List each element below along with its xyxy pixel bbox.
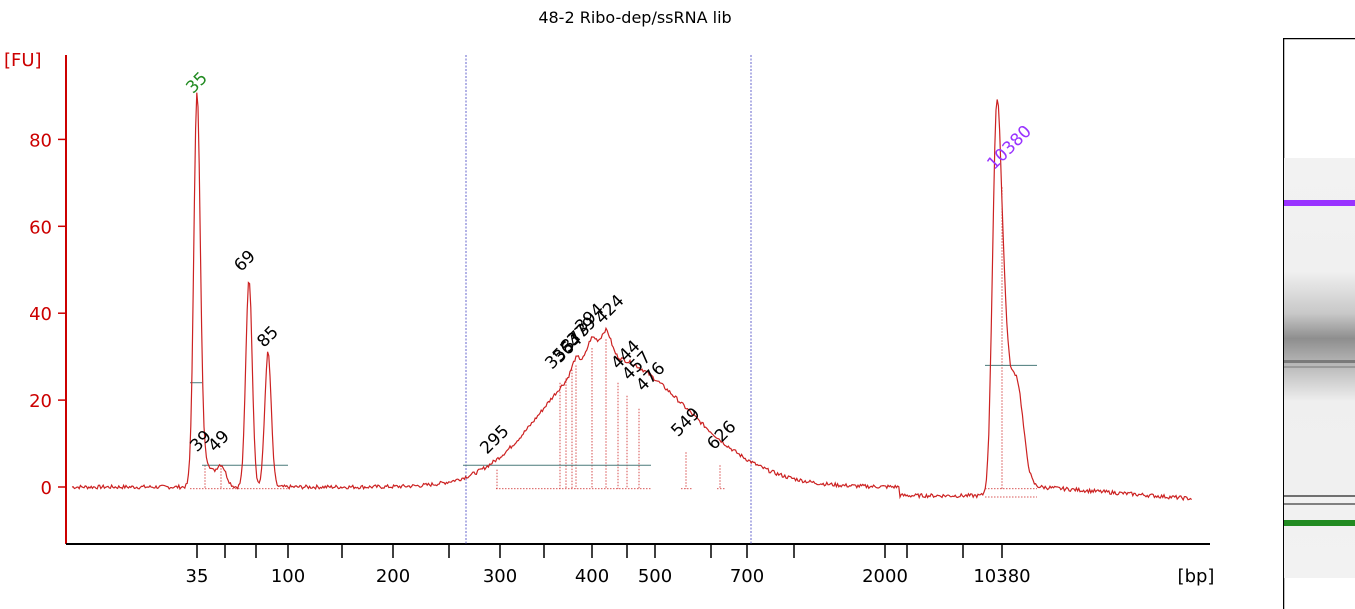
y-tick-label: 20: [29, 391, 52, 412]
chart-title: 48-2 Ribo-dep/ssRNA lib: [538, 8, 732, 27]
peak-label: 295: [476, 421, 513, 458]
gel-band-library-2: [1284, 366, 1355, 368]
fluorescence-trace: [71, 92, 1193, 502]
x-tick-label: 10380: [973, 566, 1030, 587]
x-tick-label: 400: [575, 566, 609, 587]
y-tick-label: 60: [29, 217, 52, 238]
peak-drop-lines: [190, 187, 1037, 498]
electropherogram-chart: 0 20 40 60 80 [FU] 35 100 200 300 400 500 700 2000 103…: [4, 50, 1214, 587]
peak-label: 35: [182, 68, 211, 97]
peak-label: 49: [204, 427, 233, 456]
gel-band-lower-marker: [1284, 520, 1355, 526]
virtual-gel-lane: [1283, 38, 1355, 609]
x-tick-label: 100: [271, 566, 305, 587]
gel-band-small-2: [1284, 503, 1355, 505]
peak-label: 549: [667, 404, 704, 441]
x-tick-label: 700: [730, 566, 764, 587]
y-axis-label: [FU]: [4, 50, 42, 71]
x-tick-label: 200: [376, 566, 410, 587]
peak-label: 10380: [983, 122, 1035, 174]
peak-baselines: [190, 364, 1037, 466]
peak-label: 69: [230, 247, 259, 276]
peak-labels: 3539496985295355364373379394424444457476…: [182, 68, 1035, 458]
y-tick-label: 80: [29, 130, 52, 151]
peak-label: 626: [703, 417, 740, 454]
x-axis-label: [bp]: [1178, 566, 1215, 587]
x-tick-label: 35: [186, 566, 209, 587]
peak-label: 85: [253, 322, 282, 351]
gel-band-library: [1284, 360, 1355, 363]
x-tick-label: 500: [638, 566, 672, 587]
gel-band-small-1: [1284, 495, 1355, 497]
chart-axes: 0 20 40 60 80 [FU] 35 100 200 300 400 500 700 2000 103…: [4, 50, 1214, 587]
gel-band-upper-marker: [1284, 200, 1355, 206]
x-tick-label: 2000: [862, 566, 908, 587]
y-tick-label: 40: [29, 304, 52, 325]
x-tick-label: 300: [483, 566, 517, 587]
y-tick-label: 0: [41, 478, 52, 499]
